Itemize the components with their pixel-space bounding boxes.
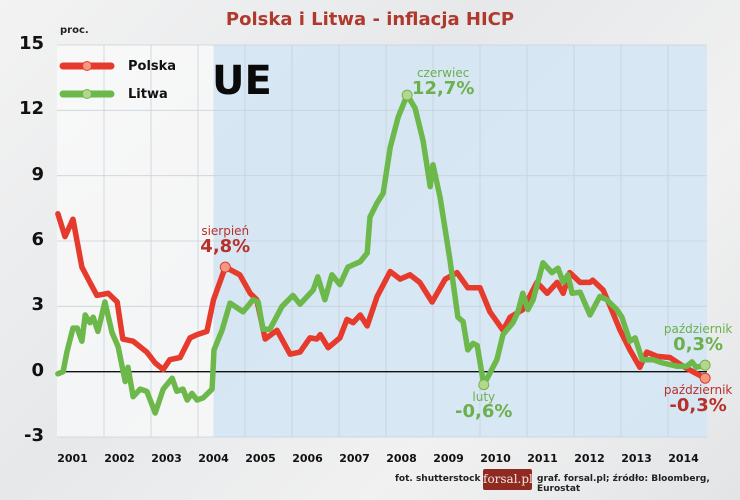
y-tick-label: 0 <box>31 359 44 381</box>
annotation-październik: październik 0,3% <box>664 323 733 354</box>
series-lines <box>55 92 708 416</box>
chart-title: Polska i Litwa - inflacja HICP <box>225 9 515 30</box>
annotation-luty: luty -0,6% <box>455 391 512 422</box>
eu-label: UE <box>212 58 272 104</box>
annotation-marker <box>699 359 711 371</box>
x-tick-label: 2009 <box>433 452 464 465</box>
annotation-label: sierpień <box>201 224 250 239</box>
annotation-marker <box>401 89 413 101</box>
annotation-markers <box>219 89 711 391</box>
x-tick-label: 2013 <box>621 452 652 465</box>
y-tick-label: 3 <box>31 294 44 316</box>
annotation-value: 0,3% <box>673 333 724 355</box>
legend-symbols <box>59 61 115 99</box>
annotation-label: październik <box>663 322 733 337</box>
y-tick-label: -3 <box>24 425 44 446</box>
legend-label-polska: Polska <box>128 59 177 74</box>
x-tick-label: 2006 <box>292 452 323 465</box>
annotation-value: 4,8% <box>200 235 251 257</box>
annotation-label: czerwiec <box>416 66 470 81</box>
annotation-marker <box>478 379 490 391</box>
y-axis-unit: proc. <box>60 25 89 36</box>
annotation-marker <box>699 372 711 384</box>
x-tick-label: 2014 <box>668 452 699 465</box>
y-tick-label: 15 <box>18 33 44 54</box>
x-tick-label: 2010 <box>480 452 511 465</box>
y-tick-label: 12 <box>18 98 44 120</box>
legend-label-litwa: Litwa <box>128 87 168 102</box>
photo-credit: fot. shutterstock <box>395 474 481 484</box>
annotation-sierpień: sierpień 4,8% <box>200 225 250 256</box>
annotation-value: -0,3% <box>669 394 727 416</box>
x-tick-label: 2004 <box>198 452 229 465</box>
annotation-październik: październik -0,3% <box>664 384 733 415</box>
annotation-marker <box>219 261 231 273</box>
annotation-label: październik <box>663 383 733 398</box>
legend-marker-polska <box>82 61 92 71</box>
forsal-logo[interactable]: forsal.pl <box>483 469 533 490</box>
x-tick-label: 2012 <box>574 452 605 465</box>
series-line-polska <box>55 211 708 381</box>
annotation-label: luty <box>472 389 496 404</box>
x-tick-label: 2008 <box>386 452 417 465</box>
legend-marker-litwa <box>82 89 92 99</box>
x-tick-label: 2011 <box>527 452 558 465</box>
x-tick-label: 2002 <box>104 452 135 465</box>
x-tick-label: 2003 <box>151 452 182 465</box>
x-tick-label: 2007 <box>339 452 370 465</box>
annotation-value: 12,7% <box>411 77 475 99</box>
series-line-litwa <box>55 92 708 416</box>
annotation-value: -0,6% <box>455 401 513 423</box>
y-tick-label: 9 <box>31 163 44 185</box>
x-tick-label: 2005 <box>245 452 276 465</box>
annotation-czerwiec: czerwiec 12,7% <box>412 67 474 98</box>
source-note: graf. forsal.pl; źródło: Bloomberg, Euro… <box>537 474 710 494</box>
x-tick-label: 2001 <box>57 452 88 465</box>
y-tick-label: 6 <box>31 229 44 250</box>
